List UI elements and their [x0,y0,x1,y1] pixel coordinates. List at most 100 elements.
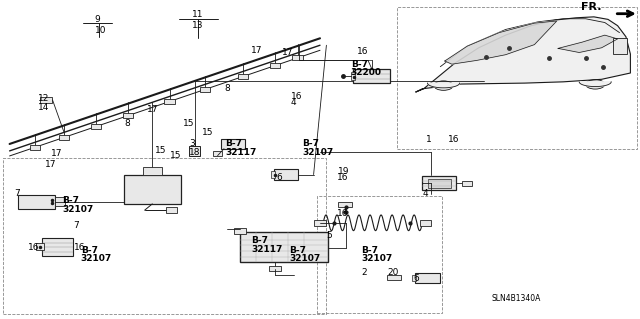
Bar [269,266,281,271]
Text: 6: 6 [413,274,419,283]
Text: 32107: 32107 [62,205,93,214]
Bar [415,273,440,283]
Bar [212,151,223,156]
Bar [234,228,246,234]
Bar [422,176,456,190]
Text: 6: 6 [276,173,282,182]
Text: FR.: FR. [581,2,602,12]
Text: 17: 17 [45,160,56,169]
Text: 16: 16 [291,92,303,101]
Bar [166,207,177,213]
Bar [200,87,210,92]
Bar [143,167,162,175]
Text: B-7: B-7 [62,196,79,205]
Text: 3: 3 [189,138,195,147]
Text: B-7: B-7 [302,139,319,148]
Bar [91,124,101,129]
Circle shape [132,180,173,200]
Bar [274,169,298,180]
Text: 12: 12 [38,94,50,103]
Bar [40,97,52,103]
Text: 17: 17 [251,47,262,56]
Bar [412,275,416,280]
Text: 32107: 32107 [81,254,112,263]
Text: 5: 5 [326,231,332,240]
Bar [314,220,326,226]
Bar [397,7,637,149]
Polygon shape [445,21,557,64]
Text: 15: 15 [170,151,181,160]
Text: 7: 7 [74,221,79,230]
Bar [55,197,65,206]
Bar [351,72,355,80]
Text: 13: 13 [192,21,204,30]
Text: 20: 20 [387,268,399,277]
Text: 4: 4 [291,99,296,108]
Text: 32200: 32200 [351,68,381,77]
Text: B-7: B-7 [225,139,243,148]
Bar [271,171,275,178]
Bar [428,179,451,188]
Circle shape [141,184,164,195]
Text: 9: 9 [95,15,100,24]
Bar [30,145,40,150]
Bar [3,158,326,314]
Text: 16: 16 [28,242,40,252]
Bar [36,243,44,250]
Bar [338,202,352,207]
Text: 1: 1 [426,135,431,145]
Text: 2: 2 [362,268,367,277]
Bar [221,139,245,149]
Bar [124,175,181,204]
Text: 18: 18 [189,148,201,157]
Text: 14: 14 [38,103,50,112]
Text: 16: 16 [74,242,86,252]
Text: 32117: 32117 [225,148,257,157]
Text: 17: 17 [51,149,63,158]
Text: 4: 4 [422,189,428,198]
Polygon shape [579,82,611,86]
Bar [59,135,69,140]
Text: 10: 10 [95,26,106,35]
Bar [240,232,328,262]
Circle shape [434,81,453,90]
Text: 15: 15 [183,119,195,128]
Bar [42,238,73,256]
Text: 15: 15 [202,128,214,137]
Bar [164,99,175,104]
Polygon shape [416,17,630,92]
Text: 15: 15 [155,146,166,155]
Text: 16: 16 [337,209,348,218]
Text: 16: 16 [337,173,348,182]
Bar [353,69,390,83]
Text: 7: 7 [14,189,20,198]
Circle shape [147,187,157,192]
Text: B-7: B-7 [81,246,98,255]
Text: 16: 16 [357,47,369,56]
Bar [123,113,133,118]
Text: B-7: B-7 [351,60,368,69]
Bar [238,74,248,78]
Text: 17: 17 [282,48,293,57]
Bar [420,220,431,226]
Bar [292,55,303,60]
Bar [189,145,200,156]
Text: 8: 8 [224,84,230,93]
Text: 16: 16 [448,135,460,145]
Polygon shape [558,35,618,53]
Text: B-7: B-7 [361,246,378,255]
Text: 32107: 32107 [361,254,392,263]
Bar [18,195,55,209]
Bar [613,38,627,54]
Text: B-7: B-7 [289,246,307,255]
Text: 32117: 32117 [251,245,282,254]
Circle shape [586,80,605,89]
Bar [270,63,280,68]
Text: 8: 8 [125,119,131,128]
Text: 11: 11 [192,10,204,19]
Text: 32107: 32107 [289,254,321,263]
Polygon shape [428,83,460,88]
Bar [387,275,401,279]
Text: 17: 17 [147,105,159,114]
Bar [462,181,472,186]
